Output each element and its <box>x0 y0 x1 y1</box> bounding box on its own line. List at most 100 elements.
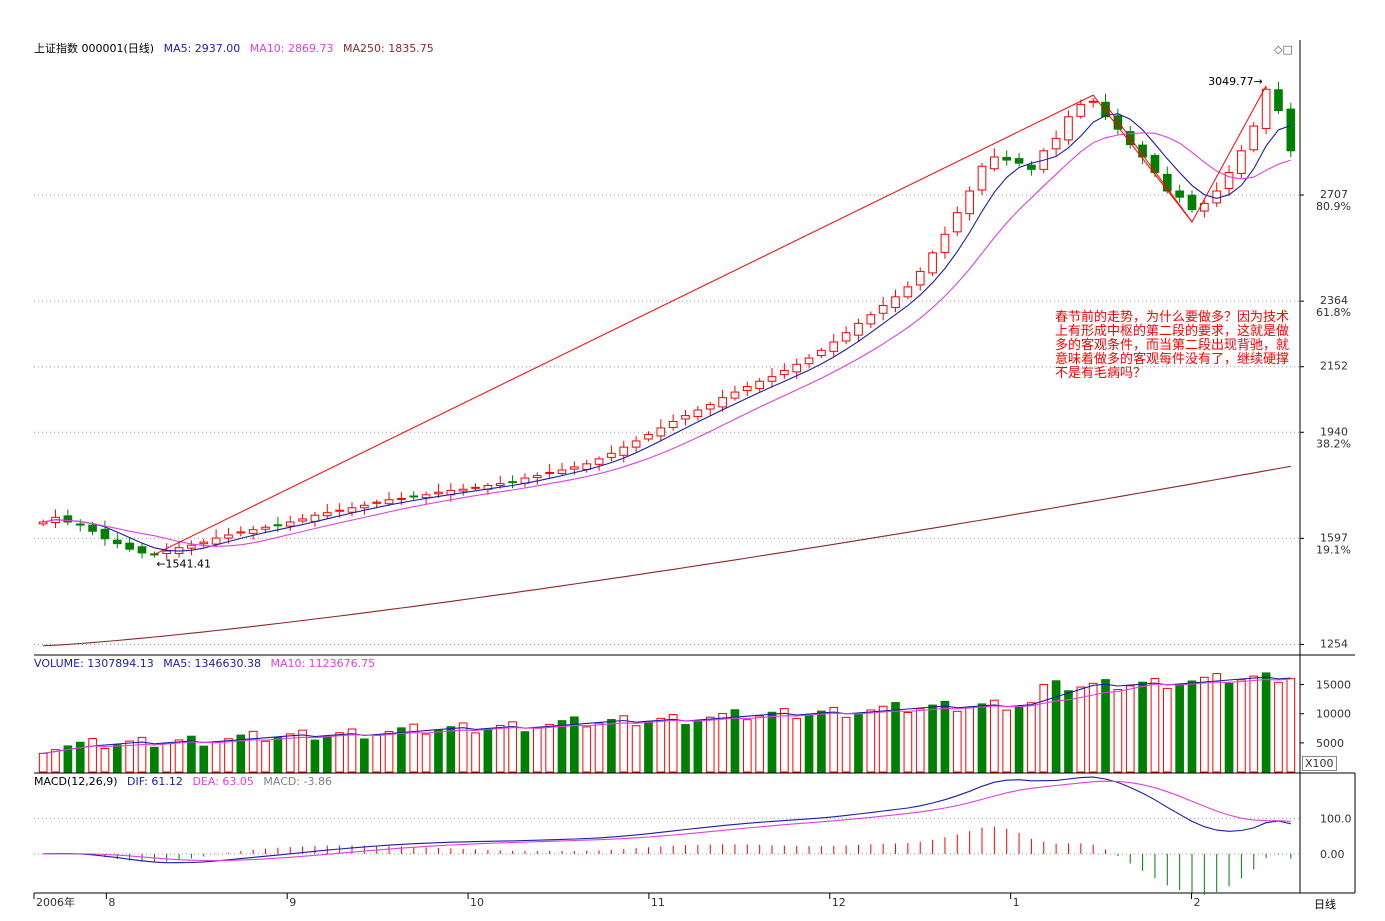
volume-bar <box>1162 687 1172 773</box>
volume-bar <box>88 738 97 773</box>
period-label[interactable]: 日线 <box>1314 898 1336 911</box>
volume-bar <box>63 745 73 773</box>
price-tick-label: 1254 <box>1320 637 1348 650</box>
volume-bar <box>1039 683 1049 773</box>
volume-ma10-value: MA10: 1123676.75 <box>270 657 376 670</box>
volume-bar <box>100 747 110 773</box>
candle-body <box>458 488 468 492</box>
volume-bar <box>817 710 826 773</box>
volume-bar <box>891 702 900 773</box>
candle-body <box>75 523 85 526</box>
candle-body <box>434 491 443 495</box>
volume-bar <box>236 734 246 773</box>
time-axis-label: 2 <box>1193 896 1200 909</box>
candle-body <box>915 270 925 286</box>
macd-dea-line <box>43 780 1291 862</box>
volume-bar <box>162 743 172 773</box>
candle-body <box>545 471 554 474</box>
candle-body <box>125 542 134 550</box>
candle-body <box>804 357 814 365</box>
analysis-annotation: 春节前的走势，为什么要做多？因为技术上有形成中枢的第二段的要求，这就是做多的客观… <box>1055 310 1290 381</box>
low-point-label: ←1541.41 <box>156 558 211 571</box>
volume-bar <box>1014 705 1024 773</box>
candle-body <box>631 440 641 448</box>
volume-bar <box>1274 681 1283 773</box>
volume-bar <box>582 726 592 773</box>
candle-body <box>1237 150 1246 174</box>
candle-body <box>360 504 369 509</box>
volume-bar <box>112 744 122 773</box>
candle-body <box>261 526 270 530</box>
price-chart-header: 上证指数 000001(日线) MA5: 2937.00 MA10: 2869.… <box>34 42 440 56</box>
candle-body <box>248 529 258 534</box>
volume-bar <box>211 741 221 773</box>
volume-ma5-value: MA5: 1346630.38 <box>163 657 261 670</box>
candle-body <box>38 521 48 525</box>
candle-body <box>421 494 431 499</box>
volume-tick-label: 5000 <box>1316 737 1344 750</box>
volume-bar <box>1249 675 1259 773</box>
candle-body <box>88 524 97 532</box>
volume-bar <box>1212 673 1222 773</box>
candle-body <box>1051 137 1061 150</box>
volume-bar <box>174 739 184 773</box>
candle-body <box>273 524 283 527</box>
volume-bar <box>607 718 616 773</box>
volume-bar <box>137 736 147 773</box>
volume-bar <box>150 746 159 773</box>
index-title: 上证指数 000001(日线) <box>34 42 155 55</box>
window-controls-icon[interactable]: ◇□ <box>1274 43 1293 56</box>
price-tick-label: 2707 <box>1320 188 1348 201</box>
candle-body <box>965 190 974 215</box>
candle-body <box>829 341 839 352</box>
volume-bar <box>248 730 258 773</box>
volume-bar <box>372 734 382 773</box>
volume-bar <box>397 727 406 773</box>
volume-bar <box>1224 683 1234 773</box>
time-axis-label: 12 <box>832 896 846 909</box>
volume-bar <box>471 732 480 773</box>
volume-bar <box>187 735 196 773</box>
volume-bar <box>298 729 307 773</box>
volume-bar <box>1286 678 1296 773</box>
candle-body <box>1076 103 1086 117</box>
candle-body <box>1224 171 1234 190</box>
volume-bar <box>1200 676 1209 773</box>
candle-body <box>471 486 480 489</box>
time-axis-label: 8 <box>108 896 115 909</box>
volume-bar <box>508 721 517 773</box>
candle-body <box>1014 158 1024 164</box>
price-tick-label: 1940 <box>1320 425 1348 438</box>
candle-body <box>1150 154 1160 173</box>
volume-bar <box>681 724 690 773</box>
volume-bar <box>1002 709 1012 773</box>
volume-bar <box>322 735 332 773</box>
price-tick-pct: 38.2% <box>1316 437 1351 450</box>
candle-body <box>928 252 937 274</box>
candle-body <box>508 481 517 484</box>
volume-bar <box>631 725 641 773</box>
volume-bar <box>644 721 653 773</box>
candle-body <box>594 458 604 465</box>
volume-bar <box>1150 677 1160 773</box>
candle-body <box>63 515 73 523</box>
candle-body <box>285 521 295 527</box>
candle-body <box>780 369 789 376</box>
volume-bar <box>977 703 987 773</box>
candle-body <box>112 539 122 545</box>
candle-body <box>335 509 344 512</box>
time-axis-label: 1 <box>1013 896 1020 909</box>
volume-bar <box>965 707 974 773</box>
volume-bar <box>878 705 888 773</box>
volume-bar <box>1261 672 1271 773</box>
volume-bar <box>285 733 295 773</box>
price-tick-label: 2152 <box>1320 360 1348 373</box>
time-axis-label: 2006年 <box>36 895 75 909</box>
candle-body <box>644 433 653 440</box>
volume-bar <box>780 708 789 773</box>
volume-bar <box>1051 680 1061 773</box>
volume-bar <box>755 715 764 773</box>
candle-body <box>199 541 209 545</box>
trend-segment-line <box>154 85 1267 555</box>
